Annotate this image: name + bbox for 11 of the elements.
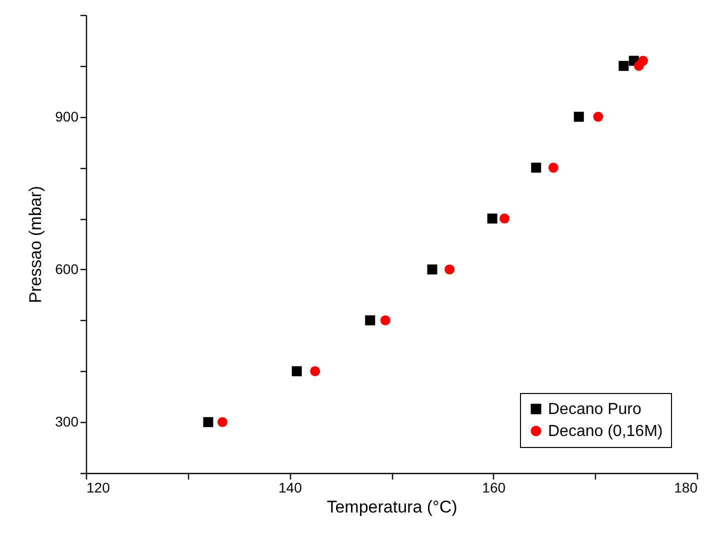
y-tick-label: 900 xyxy=(55,108,79,124)
legend-label: Decano Puro xyxy=(548,401,642,418)
x-tick-label: 160 xyxy=(482,480,506,496)
y-tick-label: 600 xyxy=(55,260,79,277)
x-tick-label: 180 xyxy=(674,480,698,496)
legend-label: Decano (0,16M) xyxy=(548,423,663,440)
x-axis-title: Temperatura (°C) xyxy=(326,498,458,516)
x-tick-label: 120 xyxy=(86,480,110,496)
x-tick-label: 140 xyxy=(278,480,302,496)
y-axis-title: Pressao (mbar) xyxy=(26,186,46,304)
y-tick-label: 300 xyxy=(55,414,79,430)
